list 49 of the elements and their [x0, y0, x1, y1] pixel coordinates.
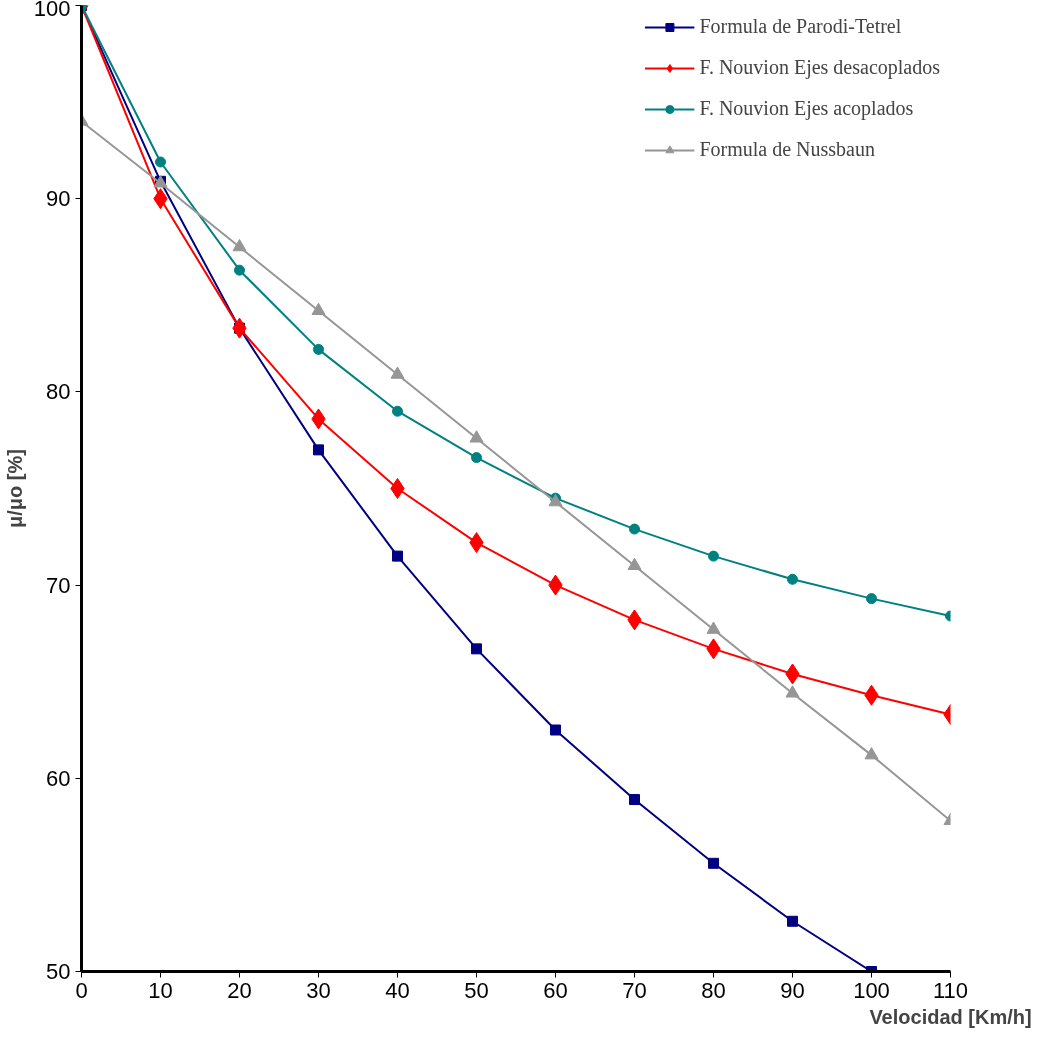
- y-axis-title: μ/μo [%]: [3, 449, 26, 528]
- x-tick-label: 60: [543, 977, 568, 1003]
- point: [785, 685, 800, 698]
- point: [392, 550, 403, 562]
- x-axis-title: Velocidad [Km/h]: [869, 1005, 1032, 1028]
- point: [390, 366, 405, 379]
- y-tick-label: 100: [33, 0, 71, 21]
- x-tick-label: 70: [622, 977, 647, 1003]
- legend-label: F. Nouvion Ejes acoplados: [699, 97, 914, 120]
- x-tick-label: 40: [385, 977, 410, 1003]
- point: [469, 430, 484, 443]
- x-tick-label: 110: [932, 977, 969, 1003]
- y-tick-label: 70: [46, 572, 71, 598]
- legend-label: Formula de Nussbaun: [699, 138, 875, 161]
- point: [392, 405, 403, 417]
- y-tick-label: 60: [46, 765, 71, 791]
- point: [629, 794, 640, 806]
- point: [708, 550, 719, 562]
- point: [313, 343, 324, 355]
- y-tick-label: 90: [46, 186, 71, 212]
- x-tick-label: 50: [464, 977, 489, 1003]
- x-tick-label: 20: [227, 977, 252, 1003]
- point: [708, 857, 719, 869]
- point: [787, 573, 798, 585]
- point: [471, 643, 482, 655]
- point: [787, 915, 798, 927]
- point: [627, 557, 642, 571]
- point: [864, 747, 879, 760]
- x-tick-label: 90: [780, 977, 805, 1003]
- x-tick-label: 0: [75, 977, 88, 1003]
- point: [629, 523, 640, 535]
- y-tick-label: 80: [46, 379, 71, 405]
- point: [313, 444, 324, 456]
- point: [232, 238, 247, 252]
- point: [155, 156, 166, 168]
- point: [550, 724, 561, 736]
- point: [390, 478, 405, 499]
- point: [234, 264, 245, 276]
- point: [311, 302, 326, 316]
- point: [706, 621, 721, 634]
- legend-label: Formula de Parodi-Tetrel: [699, 15, 902, 38]
- legend-label: F. Nouvion Ejes desacoplados: [699, 56, 940, 79]
- x-tick-label: 80: [701, 977, 726, 1003]
- x-tick-label: 30: [306, 977, 331, 1003]
- y-tick-label: 50: [46, 959, 71, 984]
- point: [471, 452, 482, 464]
- x-tick-label: 10: [148, 977, 173, 1003]
- point: [866, 593, 877, 605]
- x-tick-label: 100: [853, 977, 890, 1003]
